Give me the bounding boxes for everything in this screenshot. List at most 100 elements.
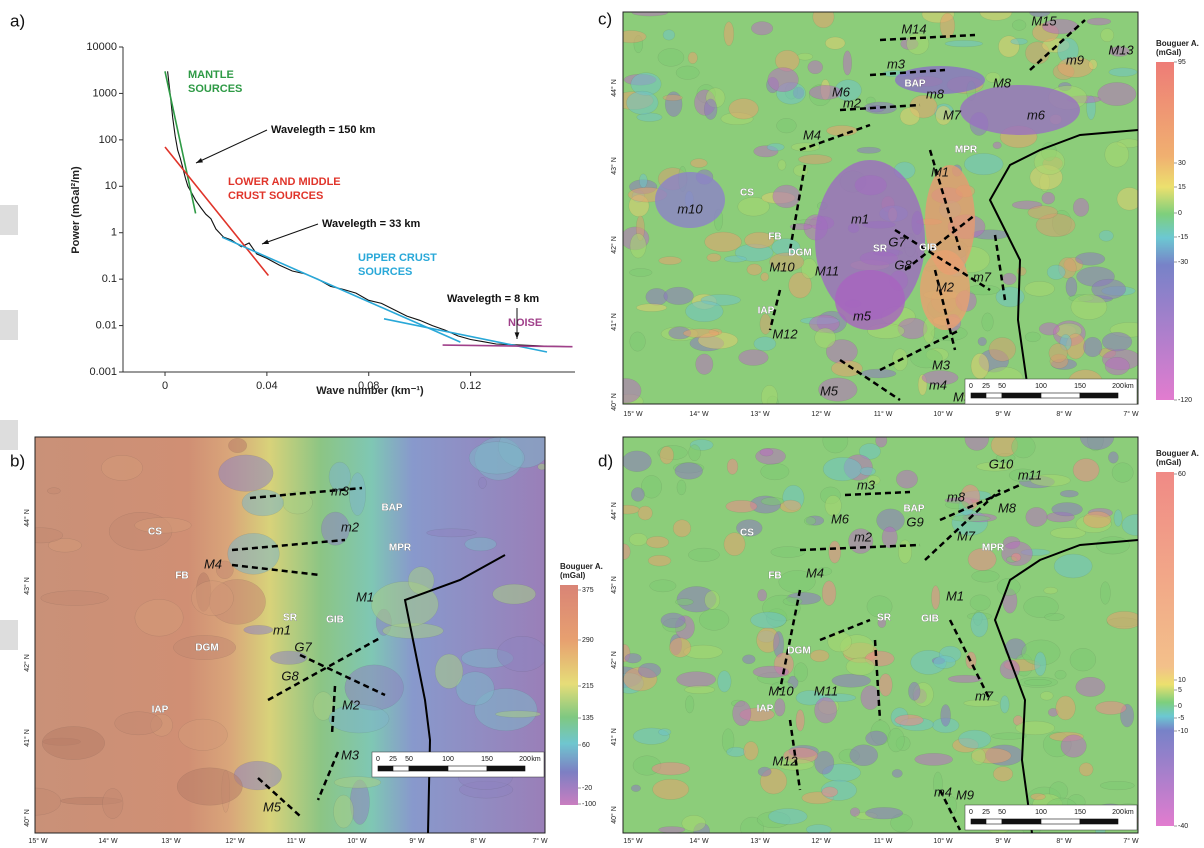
longitude-label: 9° W (995, 837, 1011, 845)
longitude-label: 15° W (28, 837, 48, 845)
scale-segment (487, 766, 525, 771)
texture-blob (861, 686, 880, 710)
region-label: SR (873, 244, 888, 255)
texture-blob (751, 612, 787, 628)
texture-blob (1024, 679, 1051, 685)
scale-segment (1041, 393, 1080, 398)
latitude-label: 44° N (610, 502, 618, 520)
structure-label: m3 (857, 477, 876, 492)
texture-blob (1101, 28, 1114, 41)
scale-segment (378, 766, 393, 771)
texture-blob (427, 529, 477, 537)
structure-label: m7 (973, 269, 992, 284)
structure-label: M15 (1031, 13, 1057, 28)
texture-blob (739, 350, 769, 366)
longitude-label: 14° W (689, 410, 709, 418)
texture-blob (626, 91, 658, 114)
texture-blob (996, 287, 1024, 307)
latitude-label: 42° N (23, 654, 31, 672)
texture-blob (1017, 267, 1026, 276)
region-label: BAP (904, 79, 925, 90)
texture-blob (631, 785, 640, 792)
texture-blob (1011, 38, 1028, 44)
colorbar-tick-label: 135 (582, 715, 594, 722)
texture-blob (989, 337, 1016, 361)
texture-blob (1096, 537, 1129, 554)
texture-blob (673, 520, 691, 537)
texture-blob (972, 570, 1000, 582)
texture-blob (970, 595, 990, 611)
scale-label: 200 (1112, 809, 1124, 816)
longitude-label: 13° W (750, 837, 770, 845)
texture-blob (493, 584, 536, 604)
texture-blob (808, 61, 823, 74)
wavelength-note: Wavelegth = 33 km (322, 218, 421, 230)
texture-blob (1100, 582, 1110, 605)
texture-blob (895, 715, 924, 726)
y-tick-label: 0.1 (102, 273, 117, 285)
texture-blob (1056, 696, 1076, 720)
structure-label: m2 (843, 95, 862, 110)
texture-blob (1071, 294, 1107, 319)
texture-blob (465, 537, 497, 551)
texture-blob (689, 445, 701, 461)
texture-blob (1011, 553, 1021, 561)
scale-label: 25 (982, 809, 990, 816)
texture-blob (822, 787, 838, 797)
scale-segment (971, 393, 986, 398)
colorbar-tick-label: 30 (1178, 160, 1186, 167)
texture-blob (629, 533, 647, 546)
texture-blob (892, 769, 902, 777)
texture-blob (1075, 253, 1105, 266)
texture-blob (898, 540, 911, 564)
scale-label: 150 (481, 756, 493, 763)
texture-blob (675, 599, 693, 606)
region-label: CS (740, 188, 754, 199)
texture-blob (705, 232, 742, 252)
latitude-label: 44° N (23, 509, 31, 527)
colorbar-tick-label: 290 (582, 637, 594, 644)
texture-blob (965, 427, 989, 451)
texture-blob (726, 500, 757, 512)
longitude-label: 8° W (1056, 837, 1072, 845)
y-tick-label: 10 (105, 180, 117, 192)
texture-blob (1049, 344, 1068, 363)
texture-blob (1061, 735, 1086, 758)
texture-blob (760, 314, 771, 334)
scale-segment (448, 766, 487, 771)
structure-label: G7 (294, 639, 312, 654)
region-label: DGM (787, 646, 810, 657)
texture-blob (751, 22, 773, 35)
fit-line (165, 147, 268, 276)
scale-label: km (531, 756, 541, 763)
texture-blob (1028, 206, 1058, 219)
texture-blob (660, 446, 674, 464)
texture-blob (1105, 142, 1129, 167)
texture-blob (616, 31, 646, 43)
y-tick-label: 100 (99, 134, 117, 146)
texture-blob (638, 663, 661, 678)
structure-label: M10 (769, 259, 795, 274)
latitude-label: 43° N (23, 577, 31, 595)
scale-label: 25 (389, 756, 397, 763)
texture-blob (661, 613, 685, 628)
latitude-label: 43° N (610, 576, 618, 594)
colorbar-title: Bouguer A. (1156, 449, 1199, 458)
scale-label: 0 (969, 383, 973, 390)
arrow (196, 130, 267, 163)
texture-blob (658, 48, 684, 66)
region-label: BAP (903, 504, 924, 515)
colorbar-unit: (mGal) (1156, 458, 1182, 467)
latitude-label: 44° N (610, 79, 618, 97)
structure-label: m2 (341, 519, 360, 534)
texture-blob (798, 155, 831, 165)
texture-blob (1039, 323, 1059, 336)
side-block (0, 310, 18, 340)
y-tick-label: 10000 (86, 41, 117, 53)
texture-blob (495, 711, 541, 718)
structure-label: M5 (820, 383, 839, 398)
scale-segment (1041, 819, 1080, 824)
texture-blob (685, 696, 694, 713)
texture-blob (1109, 68, 1137, 77)
colorbar-tick-label: 10 (1178, 677, 1186, 684)
